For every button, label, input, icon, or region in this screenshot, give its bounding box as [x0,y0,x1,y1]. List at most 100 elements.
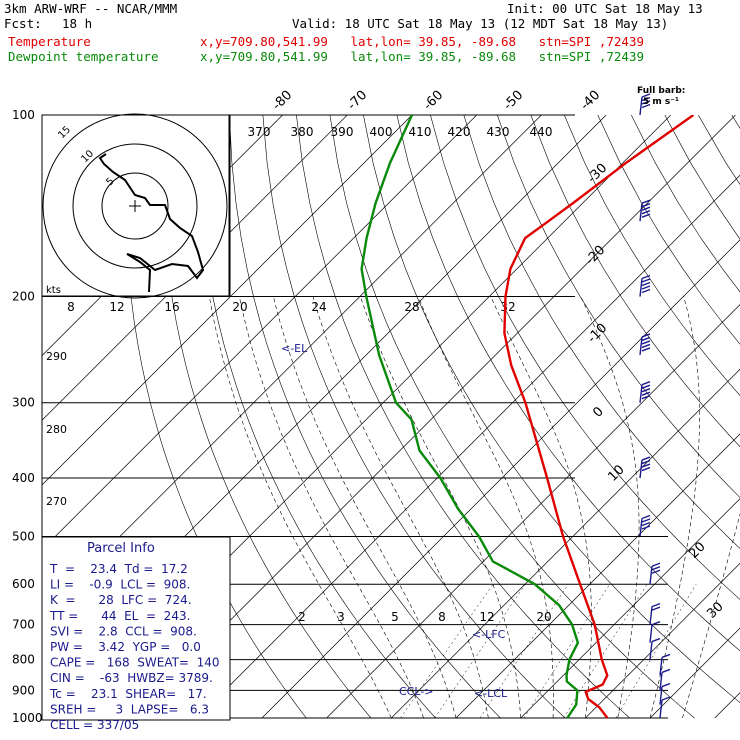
dry-adiabat-line [698,115,740,185]
wind-barb-flag [641,343,651,349]
parcel-info-row: K = 28 LFC = 724. [50,593,192,607]
wind-barb-flag [641,514,651,520]
wind-barb-staff [659,699,663,719]
wind-barb-flag [641,203,651,208]
parcel-info-row: TT = 44 EL = 243. [49,609,190,623]
wind-barb-flag [641,463,651,468]
mixing-ratio-label: 20 [232,300,247,314]
mixing-ratio-label: 16 [164,300,179,314]
valid-time: Valid: 18 UTC Sat 18 May 13 (12 MDT Sat … [292,16,669,31]
moist-adiabat-line [239,296,424,719]
wind-barb-flag [641,281,651,287]
wind-barb-flag [641,395,651,400]
parcel-info-row: CELL = 337/05 [50,718,139,732]
dewpoint-legend: Dewpoint temperature [8,49,159,64]
isotherm-top-label: -80 [270,88,296,114]
dry-adiabat-line [430,115,740,600]
hodograph-ring [72,143,198,269]
wind-barb-flag [641,288,651,294]
isotherm-top-label: -70 [345,88,371,114]
el-marker: <-EL [281,342,308,355]
wind-barb-flag [641,388,651,393]
isotherm-side-label: -30 [585,161,611,187]
pressure-label: 700 [12,618,35,632]
wind-barb-flag [641,278,651,283]
theta-e-label: 380 [291,125,314,139]
isotherm-side-label: 0 [590,404,606,420]
mixing-ratio-low-label: 3 [337,610,345,624]
parcel-info-frame [41,536,231,721]
wind-barb-staff [659,686,663,705]
wind-barb-flag [641,466,651,472]
mixing-ratio-low-label: 8 [438,610,446,624]
parcel-info-row: SVI = 2.8 CCL = 908. [50,624,197,638]
wind-barb-flag [661,682,671,688]
init-time: Init: 00 UTC Sat 18 May 13 [507,1,703,16]
wind-barb-flag [641,100,651,105]
mixing-ratio-line [563,584,648,719]
moist-adiabat-line [580,296,640,719]
wind-barb-flag [641,285,651,290]
parcel-info-row: SREH = 3 LAPSE= 6.3 [50,702,209,716]
isotherm-line [42,115,542,615]
temperature-legend: Temperature [8,34,91,49]
wind-barb-flag [641,103,651,109]
mixing-ratio-label: 12 [109,300,124,314]
mixing-ratio-low-label: 5 [391,610,399,624]
pressure-label: 1000 [12,711,43,725]
wind-barb-flag [651,562,661,567]
dry-adiabat-line [195,115,436,719]
moist-adiabat-line [273,296,457,719]
wind-barb-staff [659,657,663,676]
wind-barb-flag [641,199,651,204]
pressure-label: 800 [12,653,35,667]
dry-adiabat-line [296,115,630,719]
wind-barb-staff [649,606,653,625]
theta-e-label: 390 [331,125,354,139]
barb-legend-line1: Full barb: [637,86,685,96]
wind-barb-flag [641,336,651,342]
header: 3km ARW-WRF -- NCAR/MMM Init: 00 UTC Sat… [0,0,740,70]
parcel-info-row: T = 23.4 Td = 17.2 [49,562,188,576]
wind-barb-flag [651,637,661,643]
isotherm-line [42,115,413,486]
wind-barb-flag [641,347,651,352]
wind-barb-staff [639,96,643,116]
wind-barb-flag [661,668,671,674]
mixing-ratio-low-label: 12 [479,610,494,624]
hodograph-ring [42,113,228,299]
isotherm-line [132,115,736,719]
isotherm-line [520,498,740,719]
wind-barb-flag [641,518,651,523]
mixing-ratio-line [615,584,697,719]
wind-barb-flag [651,621,661,626]
isotherm-line [455,433,740,719]
wind-barb-flag [641,525,651,530]
wind-barb-flag [641,210,651,215]
parcel-info-row: LI = -0.9 LCL = 908. [50,578,190,592]
dry-adiabat-line [564,115,740,396]
mixing-ratio-label: 28 [404,300,419,314]
theta-e-label: 420 [448,125,471,139]
moist-adiabat-line [418,296,554,719]
isotherm-line [649,627,740,719]
wind-barbs [639,93,671,719]
mixing-ratio-line [523,584,610,719]
dry-adiabat-line [262,115,566,719]
wind-barb-staff [649,641,653,660]
wind-barb-flag [641,340,651,345]
theta-e-label: 370 [248,125,271,139]
wind-barb-staff [649,624,653,643]
isotherm-line [42,115,477,551]
wind-barb-staff [639,384,643,403]
ccl-marker: CCL-> [399,685,433,698]
temperature-line [503,115,695,719]
dry-adiabat-line [530,115,740,448]
dry-adiabat-label: 290 [46,350,67,363]
mixing-ratio-label: 24 [311,300,326,314]
wind-barb-staff [649,566,653,585]
wind-barb-staff [659,672,663,691]
barb-legend: Full barb: 5 m s⁻¹ [637,86,685,107]
